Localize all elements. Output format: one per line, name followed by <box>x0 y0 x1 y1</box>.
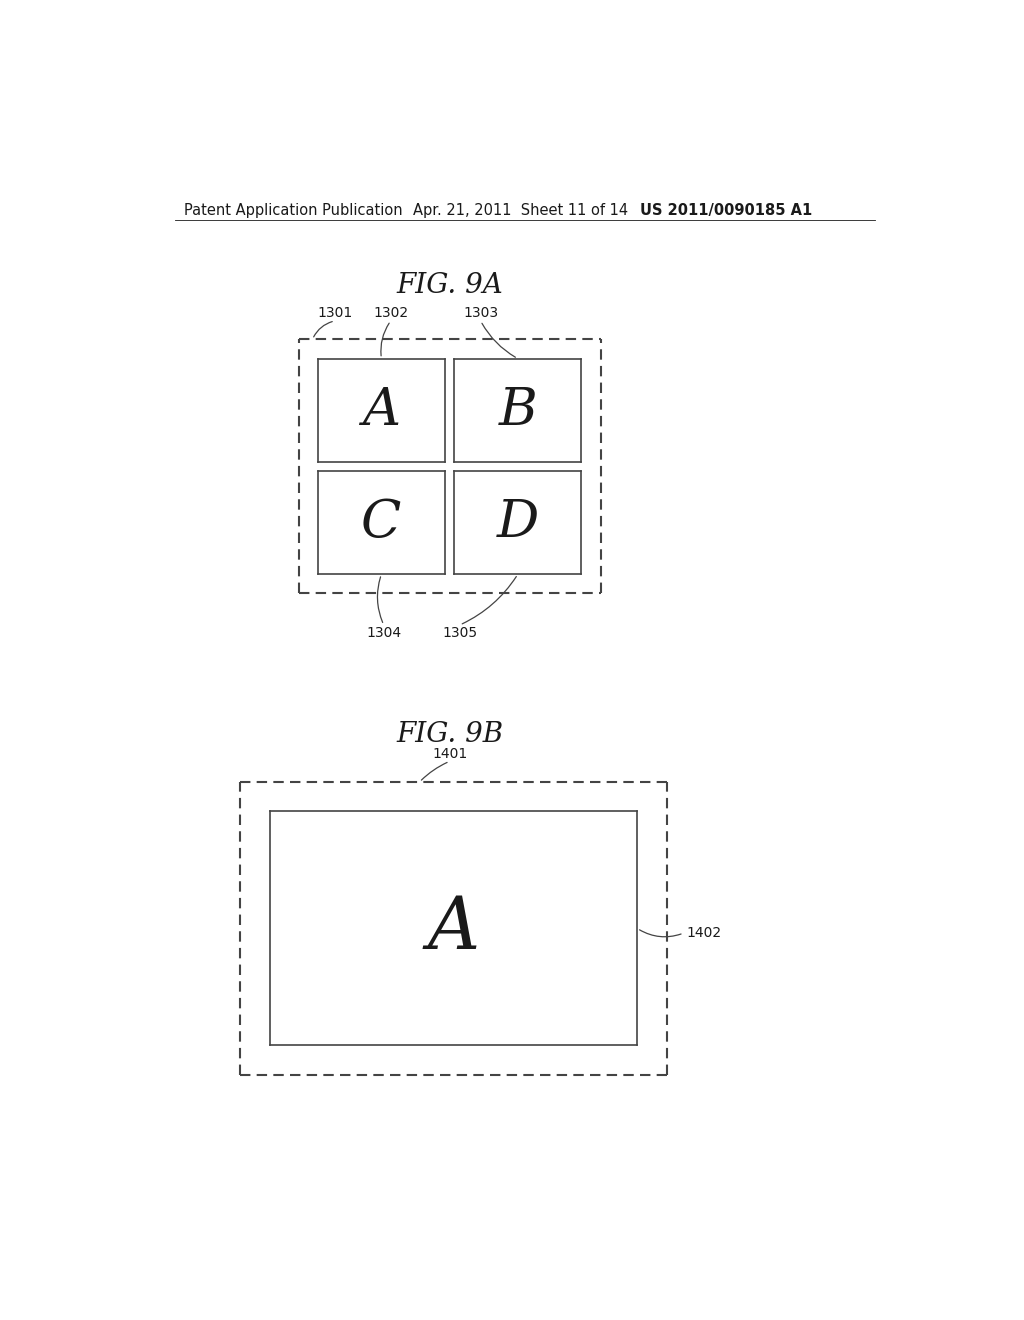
Text: FIG. 9A: FIG. 9A <box>396 272 503 300</box>
Text: 1304: 1304 <box>367 626 401 640</box>
Text: A: A <box>427 894 479 964</box>
Text: D: D <box>497 498 539 548</box>
Text: 1305: 1305 <box>442 626 477 640</box>
Text: 1401: 1401 <box>432 747 467 760</box>
Text: A: A <box>362 384 400 436</box>
Text: Patent Application Publication: Patent Application Publication <box>183 203 402 218</box>
Text: US 2011/0090185 A1: US 2011/0090185 A1 <box>640 203 812 218</box>
Text: 1301: 1301 <box>317 306 352 321</box>
Text: FIG. 9B: FIG. 9B <box>396 721 503 747</box>
Text: C: C <box>361 498 401 548</box>
Text: B: B <box>499 384 538 436</box>
Text: 1402: 1402 <box>686 927 721 940</box>
Text: 1303: 1303 <box>463 306 499 321</box>
Text: Apr. 21, 2011  Sheet 11 of 14: Apr. 21, 2011 Sheet 11 of 14 <box>414 203 629 218</box>
Text: 1302: 1302 <box>373 306 409 321</box>
